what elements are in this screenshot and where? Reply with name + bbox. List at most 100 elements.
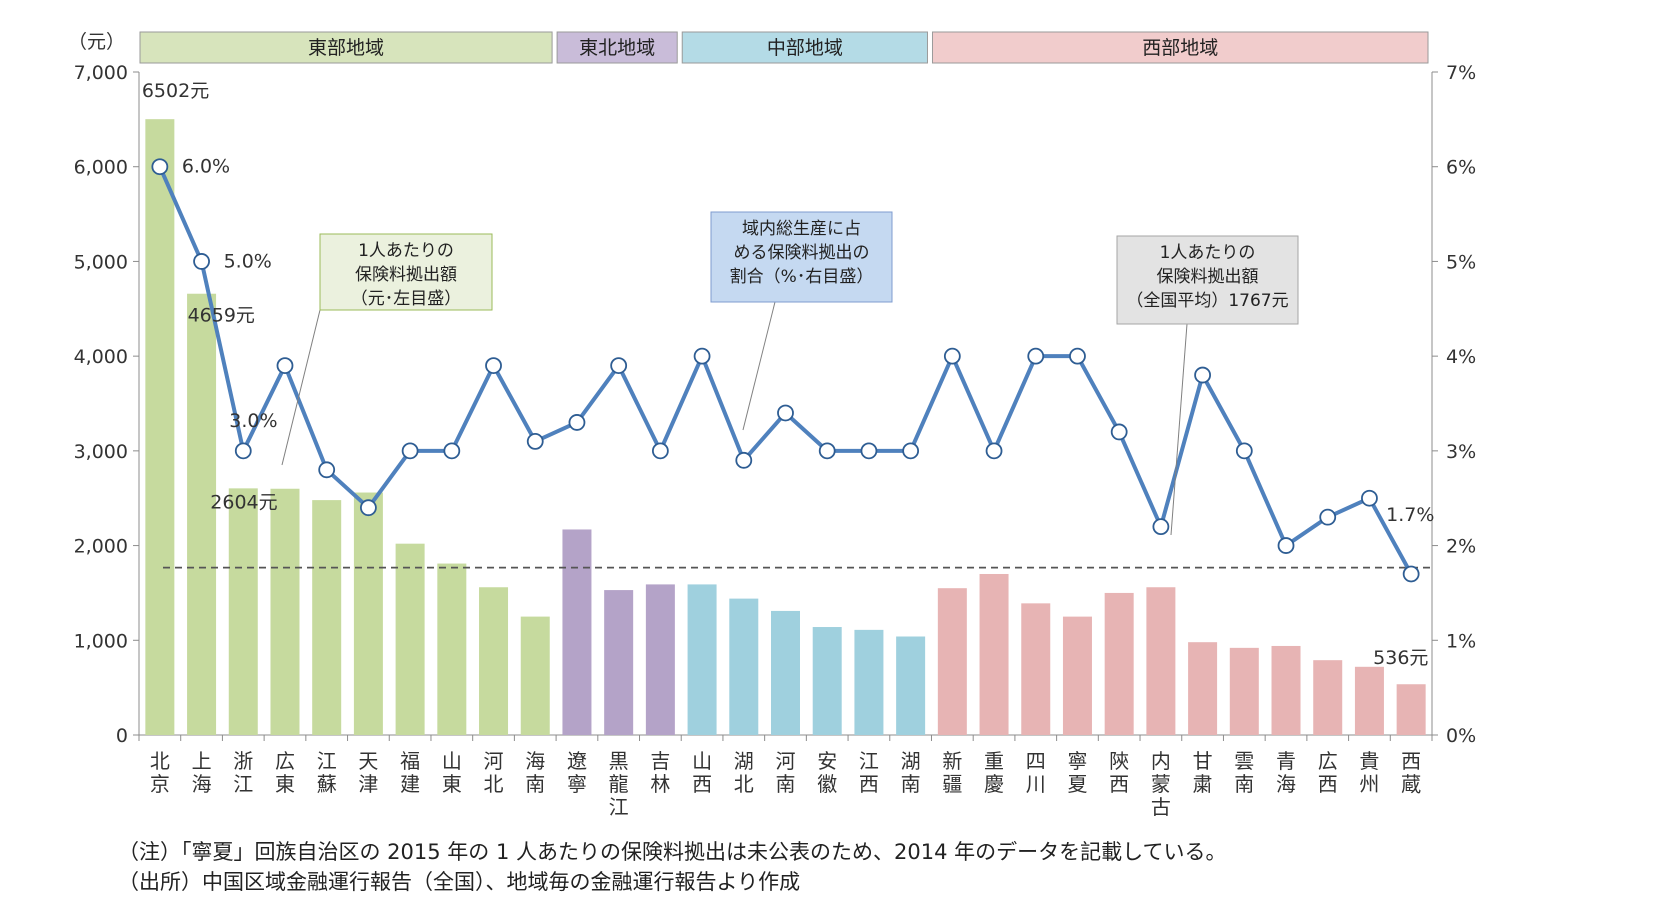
x-label-char: 西 <box>1109 772 1129 796</box>
x-label-雲南: 雲南 <box>1234 749 1254 796</box>
ratio-point-江西 <box>860 442 878 460</box>
x-label-広西: 広西 <box>1318 749 1338 796</box>
x-label-黒龍江: 黒龍江 <box>609 749 629 819</box>
ratio-point-吉林 <box>651 442 669 460</box>
bar-青海 <box>1271 645 1301 735</box>
x-label-安徽: 安徽 <box>817 749 837 796</box>
bar-新疆 <box>937 588 967 735</box>
ratio-point-福建 <box>401 442 419 460</box>
bar-遼寧 <box>562 529 592 735</box>
callout-box-avg <box>1116 235 1299 325</box>
x-label-char: 徽 <box>817 772 837 796</box>
ratio-point-陝西 <box>1110 423 1128 441</box>
callout-text-bar: 保険料拠出額 <box>355 265 457 285</box>
x-label-char: 浙 <box>233 749 253 773</box>
data-label: 5.0% <box>224 250 272 272</box>
callout-text-avg: （全国平均）1767元 <box>1126 291 1288 311</box>
x-label-char: 四 <box>1026 749 1046 773</box>
bar-黒龍江 <box>604 590 634 735</box>
ratio-point-江蘇 <box>318 461 336 479</box>
x-label-char: 南 <box>901 772 921 796</box>
callout-text-bar: 1人あたりの <box>358 241 454 261</box>
region-header-1 <box>556 31 678 64</box>
x-label-遼寧: 遼寧 <box>567 749 587 796</box>
x-label-char: 古 <box>1151 795 1171 819</box>
bar-重慶 <box>979 573 1009 735</box>
x-label-広東: 広東 <box>275 749 295 796</box>
ratio-point-西蔵 <box>1402 565 1420 583</box>
region-header-label-2: 中部地域 <box>767 37 843 59</box>
bar-河北 <box>479 587 509 735</box>
data-label: 6.0% <box>182 156 230 178</box>
ratio-point-青海 <box>1277 537 1295 554</box>
y-tick-label-left: 6,000 <box>74 157 128 179</box>
x-label-char: 重 <box>984 749 1004 773</box>
x-label-char: 州 <box>1359 772 1379 796</box>
x-label-河南: 河南 <box>776 749 796 796</box>
ratio-point-広西 <box>1319 508 1337 526</box>
callout-text-bar: （元･左目盛） <box>351 289 462 309</box>
x-label-内蒙古: 内蒙古 <box>1151 749 1171 819</box>
bar-四川 <box>1021 603 1051 735</box>
x-label-char: 広 <box>275 749 295 773</box>
footnote-note: （注）「寧夏」回族自治区の 2015 年の 1 人あたりの保険料拠出は未公表のた… <box>118 840 1227 864</box>
x-label-青海: 青海 <box>1276 749 1296 796</box>
bar-山西 <box>687 584 717 735</box>
x-label-char: 甘 <box>1193 749 1213 773</box>
x-label-char: 江 <box>609 795 629 819</box>
bar-江西 <box>854 629 884 735</box>
x-label-char: 津 <box>358 772 378 796</box>
callout-box-line <box>710 211 893 303</box>
footnote-source: （出所）中国区域金融運行報告（全国）、地域毎の金融運行報告より作成 <box>118 870 801 894</box>
y-tick-label-left: 1,000 <box>74 630 128 652</box>
x-label-char: 湖 <box>901 749 921 773</box>
bar-安徽 <box>812 627 842 735</box>
x-label-char: 北 <box>150 749 170 773</box>
x-label-char: 貴 <box>1359 749 1379 773</box>
x-label-char: 青 <box>1276 749 1296 773</box>
y-tick-label-right: 0% <box>1446 725 1476 747</box>
x-label-湖南: 湖南 <box>901 749 921 796</box>
x-label-海南: 海南 <box>525 749 545 796</box>
x-label-char: 海 <box>525 749 545 773</box>
callout-leader-bar <box>281 309 321 466</box>
region-header-0 <box>139 31 553 64</box>
x-label-char: 川 <box>1026 772 1046 796</box>
ratio-point-遼寧 <box>568 414 586 431</box>
bar-寧夏 <box>1062 616 1092 735</box>
bar-陝西 <box>1104 592 1134 735</box>
ratio-point-海南 <box>526 432 544 450</box>
region-header-label-1: 東北地域 <box>579 37 655 59</box>
y-tick-label-right: 6% <box>1446 157 1476 179</box>
ratio-point-黒龍江 <box>610 357 628 375</box>
x-label-陝西: 陝西 <box>1109 749 1129 796</box>
y-tick-label-right: 1% <box>1446 630 1476 652</box>
x-label-char: 西 <box>1318 772 1338 796</box>
ratio-point-四川 <box>1027 347 1045 365</box>
callout-text-avg: 1人あたりの <box>1160 243 1256 263</box>
x-label-char: 吉 <box>650 749 670 773</box>
bar-海南 <box>520 616 550 735</box>
ratio-point-重慶 <box>985 442 1003 460</box>
callout-leader-avg <box>1170 323 1188 536</box>
x-label-江蘇: 江蘇 <box>317 749 337 796</box>
y-tick-label-left: 5,000 <box>74 251 128 273</box>
callout-text-line: 割合（%･右目盛） <box>730 267 874 287</box>
y-tick-label-right: 7% <box>1446 62 1476 84</box>
y-tick-label-right: 2% <box>1446 536 1476 558</box>
x-label-天津: 天津 <box>358 749 378 796</box>
region-header-label-3: 西部地域 <box>1142 37 1218 59</box>
x-label-char: 東 <box>442 772 462 796</box>
ratio-point-河北 <box>485 357 502 375</box>
ratio-point-甘粛 <box>1194 366 1211 384</box>
x-label-char: 安 <box>817 749 837 773</box>
x-label-重慶: 重慶 <box>984 749 1004 796</box>
bar-吉林 <box>645 584 675 735</box>
bar-西蔵 <box>1396 684 1426 735</box>
x-label-char: 河 <box>776 749 796 773</box>
region-header-label-0: 東部地域 <box>308 37 384 59</box>
callout-text-line: める保険料拠出の <box>734 243 870 263</box>
x-label-char: 夏 <box>1067 772 1087 796</box>
y-tick-label-right: 5% <box>1446 251 1476 273</box>
